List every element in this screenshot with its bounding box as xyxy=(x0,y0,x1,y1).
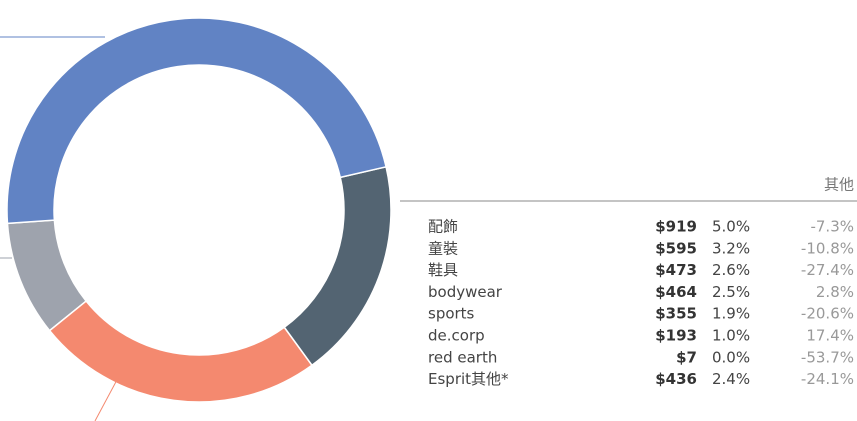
row-change: -10.8% xyxy=(801,239,854,257)
donut-segment xyxy=(48,300,314,403)
row-change: -24.1% xyxy=(801,370,854,388)
row-share: 2.4% xyxy=(712,370,750,388)
donut-segment xyxy=(6,17,387,225)
row-change: -53.7% xyxy=(801,348,854,366)
donut-segment xyxy=(283,165,392,367)
row-change: 17.4% xyxy=(806,327,854,345)
row-amount: $436 xyxy=(655,370,697,388)
row-share: 1.9% xyxy=(712,305,750,323)
row-change: 2.8% xyxy=(816,283,854,301)
row-share: 0.0% xyxy=(712,348,750,366)
row-amount: $595 xyxy=(655,239,697,257)
row-share: 3.2% xyxy=(712,239,750,257)
row-amount: $919 xyxy=(655,218,697,236)
row-name: bodywear xyxy=(428,283,503,301)
row-share: 2.6% xyxy=(712,261,750,279)
row-share: 1.0% xyxy=(712,327,750,345)
row-change: -27.4% xyxy=(801,261,854,279)
row-change: -7.3% xyxy=(810,218,854,236)
row-amount: $7 xyxy=(676,348,697,366)
row-name: Esprit其他* xyxy=(428,370,509,388)
row-name: sports xyxy=(428,305,475,323)
row-amount: $355 xyxy=(655,305,697,323)
leader-line xyxy=(94,377,119,421)
row-amount: $464 xyxy=(655,283,697,301)
row-amount: $473 xyxy=(655,261,697,279)
row-share: 5.0% xyxy=(712,218,750,236)
row-name: 配飾 xyxy=(428,218,458,236)
row-name: 童裝 xyxy=(428,239,458,257)
row-amount: $193 xyxy=(655,327,697,345)
row-share: 2.5% xyxy=(712,283,750,301)
row-change: -20.6% xyxy=(801,305,854,323)
row-name: 鞋具 xyxy=(428,261,458,279)
table-header: 其他 xyxy=(824,176,854,194)
row-name: de.corp xyxy=(428,327,485,345)
row-name: red earth xyxy=(428,348,497,366)
